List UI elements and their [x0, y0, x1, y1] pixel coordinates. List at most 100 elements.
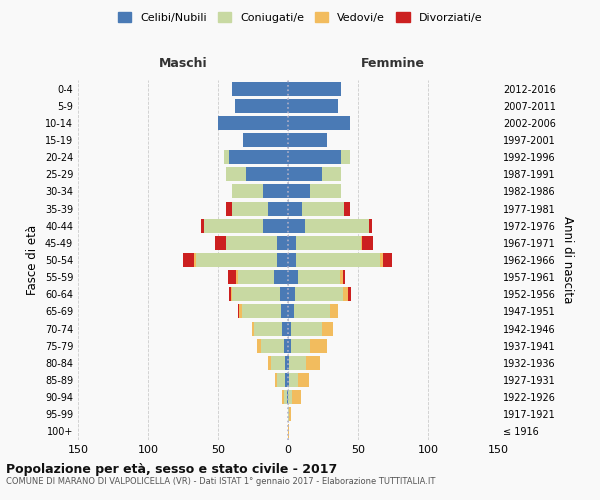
Bar — [291, 338, 310, 352]
Bar — [298, 373, 309, 387]
Bar — [288, 373, 289, 387]
Bar — [280, 288, 288, 302]
Bar — [288, 98, 338, 112]
Bar — [293, 304, 330, 318]
Bar — [289, 408, 291, 422]
Bar — [291, 322, 322, 336]
Bar — [242, 304, 281, 318]
Bar — [292, 390, 301, 404]
Bar — [263, 184, 288, 198]
Y-axis label: Anni di nascita: Anni di nascita — [561, 216, 574, 304]
Bar — [283, 322, 288, 336]
Bar — [288, 218, 305, 232]
Bar — [232, 82, 288, 96]
Bar — [275, 373, 277, 387]
Bar — [288, 168, 322, 181]
Bar — [204, 218, 263, 232]
Bar — [263, 218, 288, 232]
Bar — [296, 253, 380, 267]
Bar — [194, 253, 196, 267]
Bar — [343, 288, 348, 302]
Bar — [330, 304, 338, 318]
Bar — [228, 270, 236, 284]
Bar — [383, 253, 392, 267]
Bar — [232, 202, 268, 215]
Text: COMUNE DI MARANO DI VALPOLICELLA (VR) - Dati ISTAT 1° gennaio 2017 - Elaborazion: COMUNE DI MARANO DI VALPOLICELLA (VR) - … — [6, 478, 436, 486]
Bar — [229, 288, 230, 302]
Bar — [288, 184, 310, 198]
Bar — [289, 373, 298, 387]
Bar — [288, 150, 341, 164]
Bar — [288, 424, 289, 438]
Bar — [298, 270, 340, 284]
Bar — [288, 408, 289, 422]
Bar — [268, 202, 288, 215]
Bar — [268, 356, 271, 370]
Text: Maschi: Maschi — [158, 57, 208, 70]
Bar — [288, 82, 341, 96]
Bar — [285, 373, 288, 387]
Legend: Celibi/Nubili, Coniugati/e, Vedovi/e, Divorziati/e: Celibi/Nubili, Coniugati/e, Vedovi/e, Di… — [113, 8, 487, 28]
Bar — [271, 356, 285, 370]
Bar — [277, 253, 288, 267]
Bar — [302, 202, 344, 215]
Bar — [183, 253, 194, 267]
Bar — [238, 270, 274, 284]
Bar — [236, 270, 238, 284]
Bar — [310, 338, 327, 352]
Y-axis label: Fasce di età: Fasce di età — [26, 225, 39, 295]
Bar — [277, 236, 288, 250]
Bar — [380, 253, 383, 267]
Bar — [305, 218, 369, 232]
Bar — [283, 390, 284, 404]
Bar — [310, 184, 341, 198]
Bar — [281, 304, 288, 318]
Bar — [226, 236, 277, 250]
Bar — [246, 168, 288, 181]
Bar — [296, 236, 361, 250]
Bar — [343, 270, 346, 284]
Bar — [238, 304, 239, 318]
Bar — [306, 356, 320, 370]
Bar — [288, 133, 327, 147]
Bar — [348, 288, 351, 302]
Bar — [288, 270, 298, 284]
Bar — [288, 116, 350, 130]
Bar — [235, 98, 288, 112]
Bar — [288, 304, 293, 318]
Bar — [254, 322, 283, 336]
Bar — [284, 338, 288, 352]
Bar — [288, 390, 292, 404]
Bar — [288, 338, 291, 352]
Bar — [284, 390, 287, 404]
Bar — [274, 270, 288, 284]
Bar — [277, 373, 285, 387]
Bar — [224, 150, 229, 164]
Bar — [287, 390, 288, 404]
Bar — [288, 322, 291, 336]
Bar — [257, 338, 262, 352]
Text: Femmine: Femmine — [361, 57, 425, 70]
Bar — [295, 288, 343, 302]
Bar — [232, 288, 280, 302]
Bar — [288, 288, 295, 302]
Bar — [344, 202, 350, 215]
Bar — [289, 356, 306, 370]
Bar — [226, 202, 232, 215]
Bar — [229, 150, 288, 164]
Text: Popolazione per età, sesso e stato civile - 2017: Popolazione per età, sesso e stato civil… — [6, 462, 337, 475]
Bar — [215, 236, 226, 250]
Bar — [369, 218, 372, 232]
Bar — [322, 168, 341, 181]
Bar — [218, 116, 288, 130]
Bar — [239, 304, 242, 318]
Bar — [226, 168, 246, 181]
Bar — [196, 253, 277, 267]
Bar — [230, 288, 232, 302]
Bar — [232, 184, 263, 198]
Bar — [341, 150, 350, 164]
Bar — [251, 322, 254, 336]
Bar — [288, 202, 302, 215]
Bar — [201, 218, 204, 232]
Bar — [288, 356, 289, 370]
